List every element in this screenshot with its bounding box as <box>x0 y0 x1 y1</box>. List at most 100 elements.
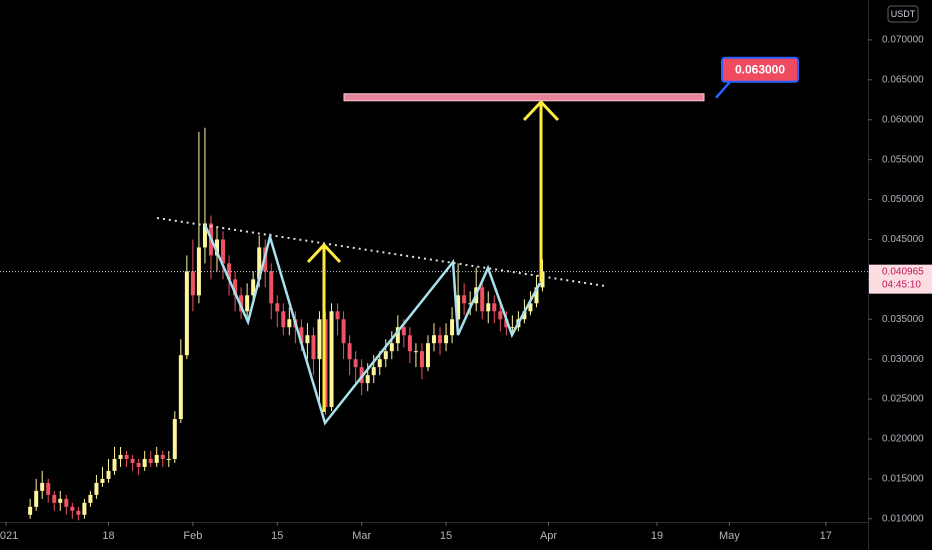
x-tick-label: Mar <box>352 530 371 542</box>
candle-body <box>486 303 491 312</box>
candle-body <box>190 271 195 296</box>
candle-body <box>281 311 286 328</box>
candle-body <box>52 494 57 503</box>
candle-body <box>58 498 63 503</box>
axes: 0.010000 0.015000 0.020000 0.025000 0.030000… <box>0 35 932 542</box>
candle-body <box>305 335 310 344</box>
x-tick-label: Apr <box>540 530 557 542</box>
candle-body <box>275 303 280 312</box>
y-tick-label: 0.060000 <box>882 114 924 125</box>
candle-body <box>154 454 159 463</box>
candle-body <box>468 303 473 305</box>
candle-body <box>130 458 135 463</box>
callout-connector <box>715 80 731 99</box>
x-tick-label: 17 <box>820 530 832 542</box>
candle-body <box>106 470 111 479</box>
candle-body <box>371 367 376 376</box>
candle-body <box>341 319 346 344</box>
candle-body <box>462 295 467 304</box>
candle-body <box>251 279 256 296</box>
candle-body <box>425 343 430 368</box>
candle-body <box>317 319 322 360</box>
candle-body <box>438 335 443 344</box>
candle-body <box>46 482 51 495</box>
candle-body <box>413 351 418 353</box>
candle-body <box>40 482 45 491</box>
candle-body <box>70 506 75 511</box>
candle-body <box>444 335 449 344</box>
candle-body <box>112 458 117 471</box>
candle-body <box>504 319 509 328</box>
candle-body <box>480 287 485 312</box>
y-tick-label: 0.025000 <box>882 394 924 405</box>
candle-body <box>492 303 497 312</box>
candle-body <box>401 327 406 336</box>
candle-body <box>419 351 424 368</box>
candle-body <box>142 458 147 467</box>
candle-body <box>450 319 455 336</box>
arrow-head <box>306 242 342 264</box>
candle-body <box>377 359 382 368</box>
candle-body <box>160 454 165 459</box>
candle-body <box>215 239 219 256</box>
candle-body <box>335 311 340 320</box>
callout-label: 0.063000 <box>735 62 785 76</box>
candle-body <box>353 359 358 368</box>
y-tick-label: 0.020000 <box>882 434 924 445</box>
y-tick-label: 0.050000 <box>882 194 924 205</box>
y-tick-label: 0.065000 <box>882 74 924 85</box>
candle-body <box>118 454 123 459</box>
candle-body <box>389 343 394 352</box>
candle-body <box>311 335 316 360</box>
candle-body <box>329 311 334 408</box>
candle-body <box>239 295 244 312</box>
candle-body <box>100 478 105 483</box>
candle-body <box>94 482 99 495</box>
candle-body <box>432 335 436 344</box>
candle-body <box>184 271 189 356</box>
candle-body <box>221 239 226 264</box>
candle-body <box>172 419 177 459</box>
arrow-head <box>522 99 560 122</box>
candle-body <box>136 462 141 467</box>
candle-body <box>88 494 93 503</box>
candle-body <box>82 502 87 515</box>
x-tick-label: 19 <box>651 530 663 542</box>
candle-body <box>347 343 352 360</box>
y-tick-label: 0.070000 <box>882 35 924 46</box>
candle-body <box>534 287 539 304</box>
x-tick-label: Feb <box>183 530 202 542</box>
candle-body <box>227 263 232 280</box>
candle-body <box>76 510 81 515</box>
callout-box <box>721 56 799 83</box>
candle-body <box>245 295 250 312</box>
y-tick-label: 0.030000 <box>882 354 924 365</box>
candle-body <box>299 327 304 344</box>
candle-body <box>233 279 238 296</box>
x-tick-label: May <box>719 530 740 542</box>
candle-body <box>528 303 533 312</box>
candle-body <box>269 271 274 304</box>
last-price-badge <box>869 264 932 294</box>
candle-body <box>166 458 171 460</box>
candle-body <box>148 458 153 463</box>
currency: USDT <box>891 9 916 19</box>
x-tick-label: 15 <box>271 530 283 542</box>
y-tick-label: 0.045000 <box>882 234 924 245</box>
drawings: 0.063000 <box>0 56 868 426</box>
candle-body <box>365 375 370 384</box>
candle-body <box>257 247 262 280</box>
candle-body <box>498 311 503 320</box>
candle-body <box>510 327 515 329</box>
candle-body <box>28 506 33 515</box>
candle-body <box>64 498 69 507</box>
candle-body <box>34 490 39 507</box>
candle-body <box>202 223 207 248</box>
y-tick-label: 0.010000 <box>882 513 924 524</box>
y-tick-label: 0.055000 <box>882 154 924 165</box>
last-price-label: 0.040965 <box>882 266 924 277</box>
candle-body <box>383 351 388 360</box>
candle-body <box>456 295 461 320</box>
